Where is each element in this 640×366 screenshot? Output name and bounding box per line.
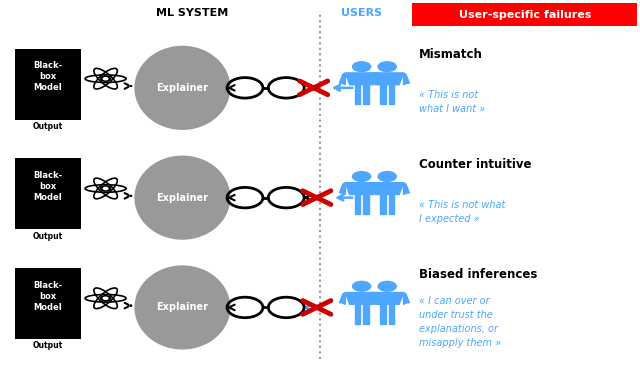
Polygon shape (339, 292, 346, 305)
Text: ML SYSTEM: ML SYSTEM (156, 8, 228, 18)
Polygon shape (355, 305, 360, 324)
Text: User-specific failures: User-specific failures (459, 10, 591, 20)
Polygon shape (404, 183, 410, 195)
Polygon shape (378, 292, 384, 305)
Ellipse shape (134, 46, 230, 130)
Polygon shape (389, 305, 394, 324)
Polygon shape (339, 183, 346, 195)
Circle shape (352, 281, 371, 292)
Polygon shape (346, 292, 378, 305)
Text: Explainer: Explainer (156, 193, 209, 203)
Text: Counter intuitive: Counter intuitive (419, 158, 532, 171)
Text: USERS: USERS (341, 8, 382, 18)
Text: Explainer: Explainer (156, 302, 209, 313)
Circle shape (352, 171, 371, 182)
Polygon shape (378, 73, 384, 85)
Polygon shape (355, 195, 360, 214)
Polygon shape (371, 183, 404, 195)
Circle shape (352, 61, 371, 72)
FancyBboxPatch shape (15, 158, 81, 229)
Circle shape (100, 75, 111, 82)
Circle shape (84, 66, 127, 91)
Text: Explainer: Explainer (156, 83, 209, 93)
FancyBboxPatch shape (412, 3, 637, 26)
Polygon shape (404, 73, 410, 85)
Circle shape (100, 185, 111, 192)
Circle shape (100, 295, 111, 302)
Circle shape (378, 281, 397, 292)
Polygon shape (380, 195, 385, 214)
Polygon shape (364, 195, 369, 214)
Circle shape (378, 61, 397, 72)
Text: Black-
box
Model: Black- box Model (33, 171, 63, 202)
Polygon shape (389, 85, 394, 104)
Polygon shape (380, 85, 385, 104)
Ellipse shape (134, 265, 230, 350)
Polygon shape (339, 73, 346, 85)
Polygon shape (364, 305, 369, 324)
Polygon shape (365, 73, 371, 85)
Polygon shape (404, 292, 410, 305)
Polygon shape (346, 183, 378, 195)
Ellipse shape (134, 156, 230, 240)
Text: Biased inferences: Biased inferences (419, 268, 538, 281)
Circle shape (84, 176, 127, 201)
Text: « This is not
what I want »: « This is not what I want » (419, 90, 486, 115)
Circle shape (378, 171, 397, 182)
Polygon shape (378, 183, 384, 195)
Text: Black-
box
Model: Black- box Model (33, 61, 63, 93)
Text: Mismatch: Mismatch (419, 48, 483, 61)
Polygon shape (371, 292, 404, 305)
Polygon shape (364, 85, 369, 104)
Circle shape (102, 187, 109, 190)
Circle shape (102, 296, 109, 300)
Polygon shape (365, 292, 371, 305)
Polygon shape (355, 85, 360, 104)
Polygon shape (371, 73, 404, 85)
Polygon shape (346, 73, 378, 85)
Text: Black-
box
Model: Black- box Model (33, 281, 63, 312)
Text: Output: Output (33, 122, 63, 131)
FancyBboxPatch shape (15, 268, 81, 339)
Polygon shape (389, 195, 394, 214)
Text: Output: Output (33, 341, 63, 350)
Text: Output: Output (33, 232, 63, 240)
Polygon shape (365, 183, 371, 195)
Text: « I can over or
under trust the
explanations, or
misapply them »: « I can over or under trust the explanat… (419, 296, 501, 348)
Polygon shape (380, 305, 385, 324)
FancyBboxPatch shape (15, 49, 81, 120)
Circle shape (84, 286, 127, 311)
Text: « This is not what
I expected »: « This is not what I expected » (419, 200, 506, 224)
Circle shape (102, 77, 109, 81)
